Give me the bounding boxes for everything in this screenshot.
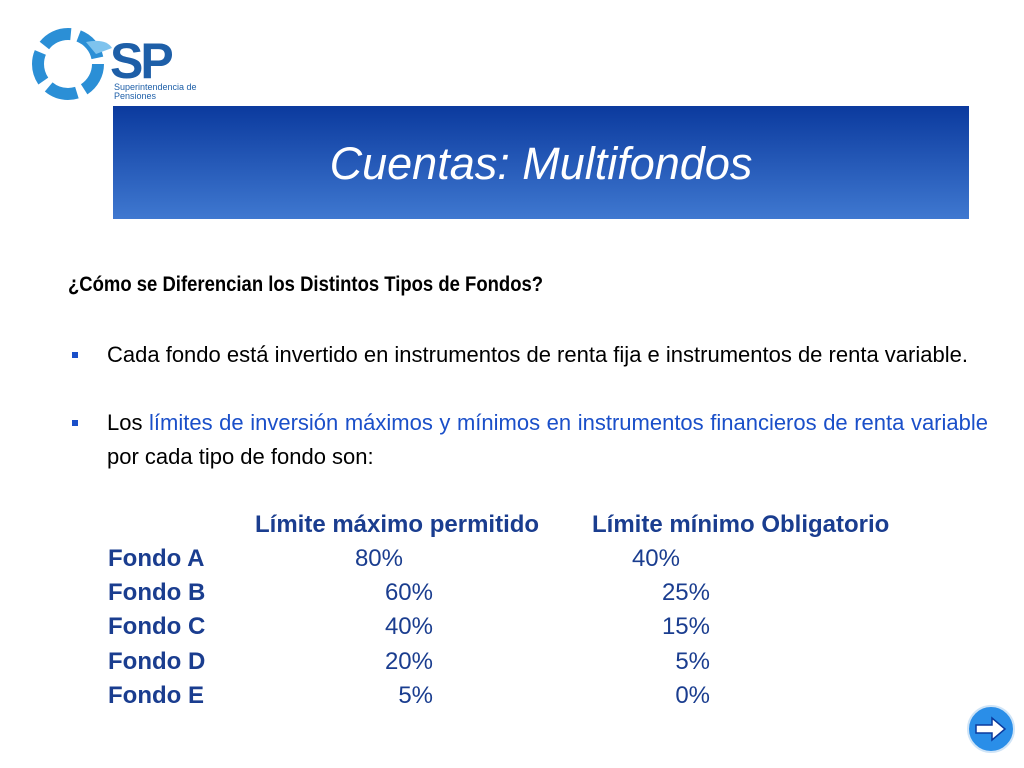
- cell: 25%: [661, 579, 710, 607]
- cell: 0%: [675, 681, 710, 709]
- table-header: Límite mínimo Obligatorio: [592, 511, 890, 538]
- logo-icon: [32, 28, 112, 100]
- cell: 80%: [354, 545, 403, 572]
- cell: 5%: [398, 681, 433, 709]
- cell: 60%: [384, 579, 433, 607]
- table-header: Límite máximo permitido: [255, 511, 540, 538]
- bullet-text: por cada tipo de fondo son:: [107, 444, 374, 469]
- heading: ¿Cómo se Diferencian los Distintos Tipos…: [68, 273, 544, 296]
- next-button[interactable]: [966, 705, 1016, 755]
- logo-text: Superintendencia de Pensiones: [114, 83, 197, 101]
- title: Cuentas: Multifondos: [329, 138, 753, 189]
- cell: 5%: [675, 647, 710, 675]
- bullet-text: Los: [107, 410, 150, 435]
- cell: 40%: [631, 545, 680, 572]
- cell: 40%: [384, 613, 433, 641]
- cell: 20%: [384, 647, 433, 675]
- row-label: Fondo D: [108, 647, 206, 675]
- logo-line: Superintendencia de: [114, 82, 197, 92]
- bullet: Los límites de inversión máximos y mínim…: [72, 406, 988, 474]
- row-label: Fondo C: [108, 613, 206, 641]
- cell: 15%: [661, 613, 710, 641]
- bullet-highlight: límites de inversión máximos y mínimos e…: [149, 410, 988, 435]
- logo-acronym: SP: [110, 33, 174, 89]
- bullet: Cada fondo está invertido en instrumento…: [72, 338, 988, 372]
- row-label: Fondo B: [108, 579, 206, 607]
- row-label: Fondo E: [108, 681, 204, 709]
- row-label: Fondo A: [108, 545, 205, 572]
- bullet-text: Cada fondo está invertido en instrumento…: [107, 342, 968, 367]
- logo-line: Pensiones: [114, 91, 157, 101]
- title-bar: Cuentas: Multifondos: [113, 106, 969, 219]
